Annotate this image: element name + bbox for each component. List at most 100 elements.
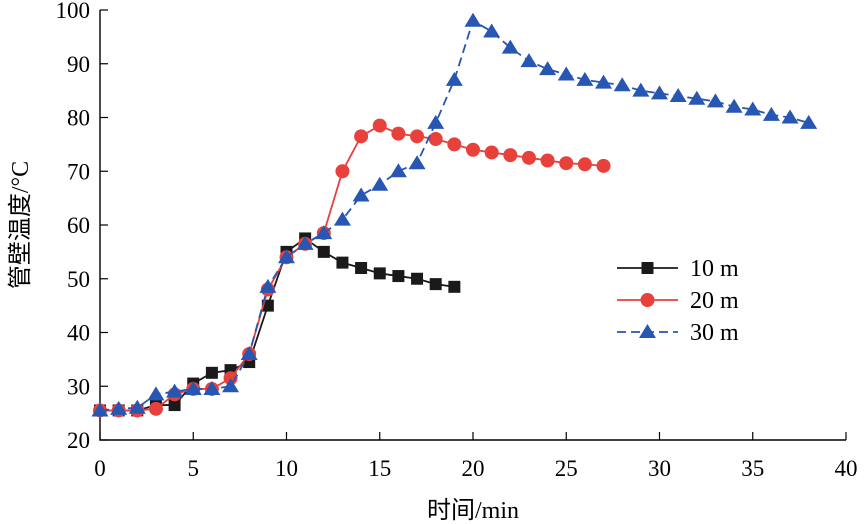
data-point bbox=[632, 82, 650, 97]
x-tick-label: 10 bbox=[275, 456, 298, 481]
data-point bbox=[503, 148, 518, 163]
data-point bbox=[688, 90, 706, 105]
legend-entry: 30 m bbox=[617, 320, 739, 346]
data-point bbox=[706, 93, 724, 108]
data-point bbox=[484, 145, 499, 160]
y-tick-label: 50 bbox=[67, 267, 90, 292]
data-point bbox=[613, 77, 631, 92]
data-point bbox=[427, 114, 445, 129]
data-point bbox=[110, 400, 128, 415]
series-line bbox=[100, 124, 604, 412]
legend-entry: 10 m bbox=[617, 256, 739, 282]
data-point bbox=[317, 245, 330, 258]
data-point bbox=[539, 61, 557, 76]
data-point bbox=[315, 225, 333, 240]
data-point bbox=[355, 262, 368, 274]
legend-marker bbox=[641, 262, 654, 274]
series-2 bbox=[91, 12, 818, 417]
data-point bbox=[445, 71, 463, 86]
data-point bbox=[278, 249, 295, 264]
series-0 bbox=[94, 232, 461, 417]
x-axis-title: 时间/min bbox=[427, 497, 519, 524]
legend: 10 m 20 m 30 m bbox=[617, 256, 739, 346]
data-point bbox=[483, 23, 501, 38]
data-point bbox=[335, 164, 350, 179]
legend-marker bbox=[639, 324, 656, 338]
x-tick-label: 5 bbox=[188, 456, 200, 481]
legend-label: 10 m bbox=[690, 256, 739, 282]
data-point bbox=[410, 129, 425, 144]
data-point bbox=[354, 129, 369, 144]
data-point bbox=[559, 156, 574, 171]
data-point bbox=[259, 278, 277, 293]
data-point bbox=[203, 380, 221, 395]
x-tick-label: 25 bbox=[555, 456, 578, 481]
data-point bbox=[336, 256, 349, 269]
data-point bbox=[800, 114, 818, 129]
data-point bbox=[448, 280, 461, 293]
x-tick-label: 20 bbox=[462, 456, 485, 481]
data-point bbox=[520, 53, 538, 68]
data-point bbox=[352, 187, 370, 202]
legend-entry: 20 m bbox=[617, 288, 739, 314]
data-point bbox=[128, 399, 146, 414]
data-point bbox=[371, 176, 389, 191]
x-tick-label: 30 bbox=[648, 456, 671, 481]
data-point bbox=[521, 150, 536, 165]
y-tick-label: 90 bbox=[67, 52, 90, 77]
data-point bbox=[577, 157, 592, 172]
data-point bbox=[669, 88, 687, 102]
data-point bbox=[466, 142, 480, 157]
data-point bbox=[184, 380, 202, 395]
data-point bbox=[501, 39, 519, 54]
data-point bbox=[389, 163, 407, 178]
axes: 0 5 10 15 20 25 30 35 40 20 30 40 50 60 70 80 90 100 bbox=[56, 0, 858, 481]
data-point bbox=[762, 106, 780, 121]
data-point bbox=[296, 235, 314, 250]
data-point bbox=[148, 401, 163, 416]
y-tick-label: 70 bbox=[67, 159, 90, 184]
y-tick-label: 60 bbox=[67, 213, 90, 238]
data-point bbox=[596, 158, 611, 173]
data-point bbox=[240, 346, 258, 360]
data-point bbox=[408, 155, 426, 170]
series-layer bbox=[91, 12, 818, 418]
y-tick-label: 20 bbox=[67, 428, 90, 453]
data-point bbox=[222, 378, 240, 393]
data-point bbox=[391, 126, 406, 141]
x-tick-label: 0 bbox=[94, 456, 106, 481]
data-point bbox=[725, 98, 743, 113]
data-point bbox=[781, 109, 799, 124]
data-point bbox=[411, 272, 424, 285]
x-tick-label: 35 bbox=[741, 456, 764, 481]
y-tick-label: 40 bbox=[67, 321, 90, 346]
data-point bbox=[392, 270, 405, 283]
legend-marker bbox=[640, 293, 655, 307]
data-point bbox=[464, 12, 482, 27]
series-line bbox=[100, 237, 455, 412]
series-line bbox=[99, 19, 809, 412]
data-point bbox=[447, 137, 462, 152]
data-point bbox=[576, 71, 594, 86]
y-axis-title: 管壁温度/°C bbox=[7, 161, 34, 289]
data-point bbox=[372, 118, 387, 133]
data-point bbox=[333, 211, 351, 226]
y-tick-label: 100 bbox=[56, 0, 91, 23]
y-tick-label: 80 bbox=[67, 106, 90, 131]
series-1 bbox=[93, 118, 611, 418]
legend-label: 30 m bbox=[690, 320, 739, 346]
data-point bbox=[91, 402, 109, 417]
legend-label: 20 m bbox=[690, 288, 739, 314]
data-point bbox=[205, 366, 218, 379]
data-point bbox=[595, 74, 613, 89]
data-point bbox=[147, 386, 165, 401]
data-point bbox=[651, 85, 668, 100]
x-tick-label: 15 bbox=[368, 456, 391, 481]
data-point bbox=[428, 132, 443, 146]
data-point bbox=[168, 399, 181, 412]
data-point bbox=[166, 383, 184, 398]
data-point bbox=[744, 101, 762, 116]
data-point bbox=[557, 66, 575, 81]
y-tick-label: 30 bbox=[67, 374, 90, 399]
